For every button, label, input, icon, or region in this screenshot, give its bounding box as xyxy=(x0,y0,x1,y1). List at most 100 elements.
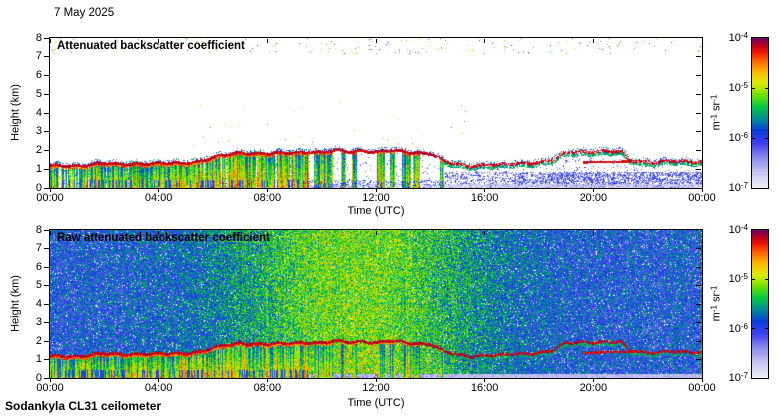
x-tick-label: 08:00 xyxy=(253,192,282,204)
x-tick xyxy=(375,188,377,192)
y-tick xyxy=(44,187,49,189)
colorbar-tick-label: 10-5 xyxy=(728,81,748,94)
y-tick-inner xyxy=(696,150,701,151)
y-tick-label: 6 xyxy=(35,69,42,81)
colorbar-tick-inner xyxy=(752,137,755,139)
y-tick xyxy=(44,322,49,323)
y-tick-inner xyxy=(696,93,701,95)
y-tick-inner xyxy=(696,75,701,76)
y-tick xyxy=(44,168,49,170)
x-tick-inner xyxy=(484,39,486,43)
x-tick xyxy=(266,188,268,192)
x-tick-inner xyxy=(701,231,703,235)
x-tick-label: 00:00 xyxy=(36,192,64,204)
y-tick-inner xyxy=(696,168,701,170)
x-tick-inner xyxy=(158,39,160,43)
y-tick-inner xyxy=(696,112,701,114)
colorbar-tick-label: 10-6 xyxy=(728,131,748,144)
x-tick xyxy=(158,378,160,382)
x-tick xyxy=(484,188,486,192)
y-tick-inner xyxy=(696,266,701,268)
y-tick-label: 1 xyxy=(35,162,42,175)
attenuated-backscatter-panel: Attenuated backscatter coefficient xyxy=(49,37,703,189)
y-tick-inner xyxy=(696,285,701,286)
x-tick-inner xyxy=(484,231,486,235)
x-tick xyxy=(158,188,160,192)
x-tick-inner xyxy=(266,39,268,43)
x-tick-inner xyxy=(49,231,51,235)
x-tick-label: 08:00 xyxy=(253,382,282,394)
x-tick-inner xyxy=(592,231,594,235)
colorbar-tick-inner xyxy=(765,137,768,139)
raw-backscatter-heatmap xyxy=(50,230,702,378)
colorbar-unit-bottom: m-1 sr-1 xyxy=(709,285,723,322)
y-tick xyxy=(44,266,49,268)
y-tick-label: 3 xyxy=(35,316,42,328)
y-tick xyxy=(44,285,49,286)
y-tick-label: 4 xyxy=(35,297,42,310)
y-tick-inner xyxy=(696,131,701,133)
panel-title-raw: Raw attenuated backscatter coefficient xyxy=(57,232,270,244)
x-tick-label: 00:00 xyxy=(36,382,64,394)
x-tick-inner xyxy=(49,39,51,43)
colorbar-tick-inner xyxy=(765,328,768,330)
x-tick-label: 20:00 xyxy=(579,382,608,394)
x-tick-label: 16:00 xyxy=(470,382,499,394)
x-tick-inner xyxy=(375,231,377,235)
y-tick-inner xyxy=(696,340,701,342)
x-tick xyxy=(592,378,594,382)
y-tick-label: 5 xyxy=(35,279,42,291)
colorbar-tick-inner xyxy=(752,328,755,330)
y-tick-label: 8 xyxy=(35,31,42,44)
date-label: 7 May 2025 xyxy=(54,7,115,19)
colorbar-tick-label: 10-7 xyxy=(728,181,748,194)
x-tick-label: 00:00 xyxy=(688,382,716,394)
y-tick xyxy=(44,248,49,249)
y-tick xyxy=(44,359,49,360)
y-tick-inner xyxy=(696,248,701,249)
colorbar-tick-label: 10-4 xyxy=(728,31,748,44)
y-tick-label: 0 xyxy=(35,181,42,194)
instrument-label: Sodankyla CL31 ceilometer xyxy=(5,399,162,413)
x-tick-inner xyxy=(375,39,377,43)
y-tick-inner xyxy=(696,303,701,305)
x-tick-label: 20:00 xyxy=(579,192,608,204)
y-tick xyxy=(44,37,49,39)
y-tick-inner xyxy=(696,359,701,360)
y-tick xyxy=(44,340,49,342)
y-tick-label: 6 xyxy=(35,260,42,273)
y-tick xyxy=(44,377,49,379)
x-tick xyxy=(592,188,594,192)
y-tick-inner xyxy=(696,56,701,58)
y-tick xyxy=(44,229,49,231)
x-tick-label: 16:00 xyxy=(470,192,499,204)
y-tick-label: 2 xyxy=(35,334,42,347)
x-tick-label: 04:00 xyxy=(144,192,173,204)
colorbar-top xyxy=(751,37,769,189)
x-tick xyxy=(49,188,51,192)
attenuated-backscatter-heatmap xyxy=(50,38,702,188)
colorbar-tick-inner xyxy=(765,87,768,89)
x-axis-label-top: Time (UTC) xyxy=(347,205,405,217)
y-tick-label: 8 xyxy=(35,223,42,236)
x-tick-inner xyxy=(592,39,594,43)
x-tick-inner xyxy=(158,231,160,235)
y-tick-label: 0 xyxy=(35,371,42,384)
y-tick-label: 3 xyxy=(35,125,42,138)
y-tick-label: 1 xyxy=(35,353,42,365)
colorbar-tick-inner xyxy=(765,278,768,280)
y-tick-label: 7 xyxy=(35,50,42,63)
x-tick-inner xyxy=(701,39,703,43)
x-tick xyxy=(49,378,51,382)
colorbar-tick-label: 10-6 xyxy=(728,321,748,335)
x-tick-label: 04:00 xyxy=(144,382,173,394)
y-tick xyxy=(44,75,49,76)
colorbar-gradient-bottom xyxy=(752,230,768,378)
colorbar-tick-inner xyxy=(752,278,755,280)
y-tick xyxy=(44,112,49,114)
x-tick-label: 12:00 xyxy=(362,382,390,394)
colorbar-unit-top: m-1 sr-1 xyxy=(709,94,723,131)
colorbar-tick-inner xyxy=(752,87,755,89)
y-tick-label: 7 xyxy=(35,242,42,254)
